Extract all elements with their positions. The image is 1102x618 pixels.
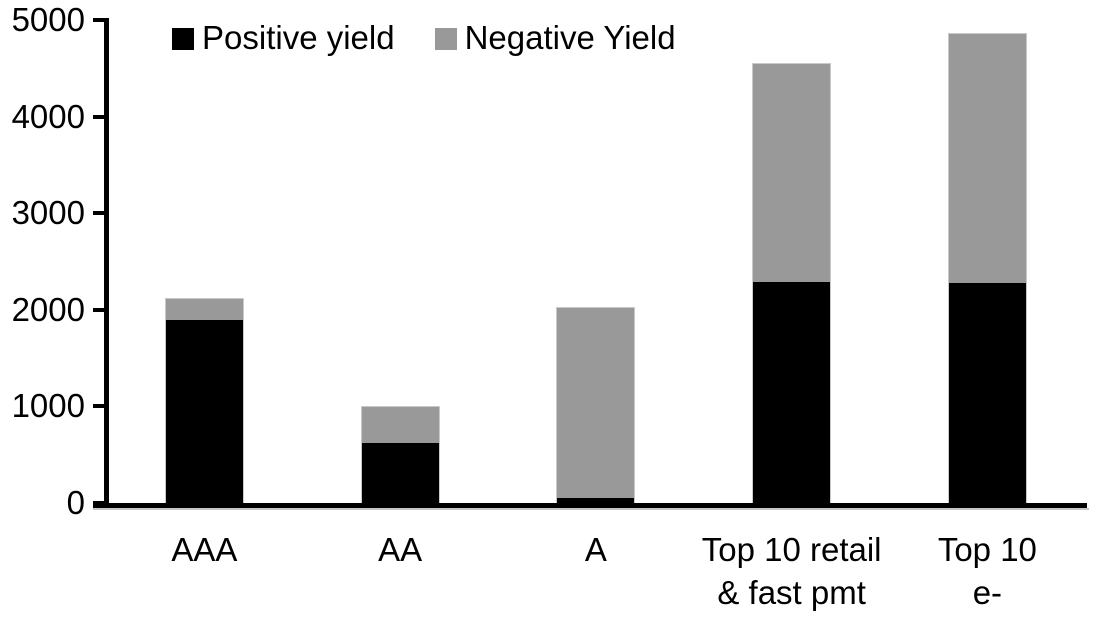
x-axis-shadow-line (93, 508, 1089, 510)
bar-a (556, 306, 636, 503)
positive-yield-segment (948, 283, 1026, 503)
y-axis-tick (93, 114, 105, 119)
negative-yield-segment (948, 33, 1026, 284)
legend-item-negative-yield: Negative Yield (434, 19, 676, 56)
bar-aa (360, 406, 440, 503)
negative-yield-swatch-icon (434, 28, 457, 50)
legend-label-positive-yield: Positive yield (202, 19, 395, 56)
bar-aaa (164, 298, 244, 503)
x-category-label: Top 10 retail & fast pmt (701, 531, 882, 611)
y-axis-tick (93, 18, 105, 22)
positive-yield-segment (557, 497, 635, 503)
positive-yield-segment (165, 319, 243, 503)
y-axis-line (104, 18, 109, 507)
x-axis-line (93, 503, 1087, 508)
y-tick-label: 1000 (11, 387, 85, 425)
y-tick-label: 5000 (11, 1, 85, 38)
y-tick-label: 4000 (11, 97, 85, 135)
legend-item-positive-yield: Positive yield (172, 21, 395, 55)
negative-yield-segment (165, 299, 243, 320)
y-axis-tick (93, 211, 105, 216)
bar-top-10 (947, 32, 1027, 503)
legend-label-negative-yield: Negative Yield (464, 19, 676, 56)
positive-yield-swatch-icon (172, 28, 194, 50)
bar-top-10-retail (752, 63, 832, 503)
x-category-label: AAA (171, 531, 238, 568)
y-tick-label: 3000 (11, 194, 85, 232)
x-category-label: Top 10 e-commerce (910, 531, 1064, 618)
negative-yield-segment (753, 64, 831, 283)
positive-yield-segment (361, 442, 439, 503)
y-axis-tick (93, 404, 105, 409)
negative-yield-segment (361, 407, 439, 443)
positive-yield-segment (753, 282, 831, 503)
negative-yield-segment (557, 307, 635, 498)
y-axis-tick (93, 307, 105, 312)
x-category-label: AA (378, 531, 423, 568)
y-tick-label: 2000 (11, 290, 85, 328)
y-tick-label: 0 (66, 484, 85, 521)
x-category-label: A (584, 531, 607, 568)
chart-legend: Positive yield Negative Yield (172, 21, 676, 55)
